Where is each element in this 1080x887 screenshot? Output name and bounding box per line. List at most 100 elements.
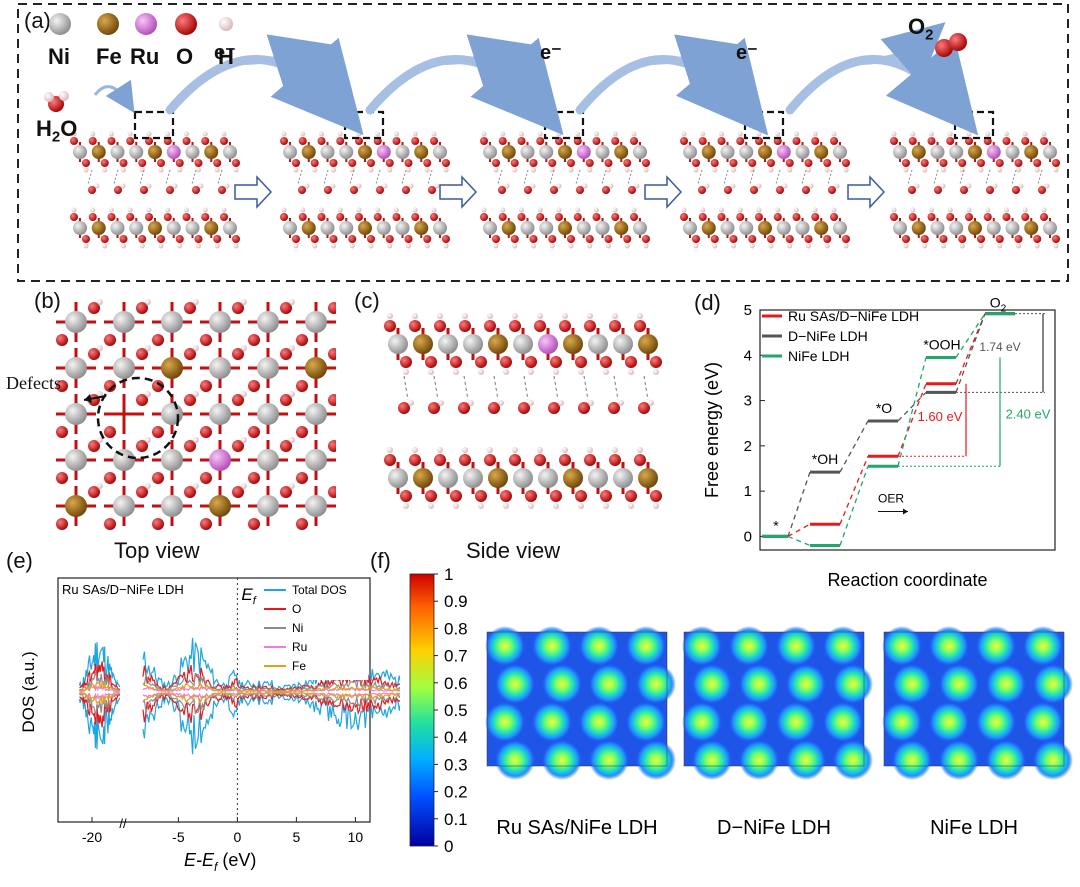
metal-atom (776, 145, 791, 159)
oxygen-atom (392, 213, 401, 221)
oxygen-atom (104, 472, 116, 484)
dos-title: Ru SAs/D−NiFe LDH (62, 582, 184, 597)
metal-atom (305, 403, 327, 425)
hydrogen-atom (910, 207, 916, 213)
oxygen-atom (773, 213, 782, 221)
hydrogen-atom (202, 207, 208, 213)
oxygen-atom (536, 213, 545, 221)
oxygen-atom (548, 235, 557, 243)
hydrogen-atom (794, 207, 799, 213)
bottom-layer (680, 207, 850, 249)
metal-atom (209, 495, 231, 517)
hydrogen-atom (300, 207, 306, 213)
elf-spot (579, 626, 619, 666)
oxygen-atom (336, 213, 345, 221)
h-bond (907, 169, 913, 185)
water-hydrogen (914, 183, 920, 189)
o2-label: O2 (908, 14, 934, 44)
elf-spot (729, 702, 769, 742)
oxygen-atom (792, 137, 801, 145)
hydrogen-atom (233, 167, 239, 173)
oxygen-atom (296, 518, 308, 530)
metal-atom (129, 221, 144, 235)
top-layer (890, 131, 1060, 173)
hydrogen-atom (903, 167, 909, 173)
h-bond (1011, 169, 1017, 185)
oxygen-atom (500, 490, 512, 502)
hydrogen-atom (1016, 167, 1021, 173)
water-hydrogen (94, 183, 100, 189)
oxygen-atom (232, 159, 240, 167)
oxygen-atom (575, 356, 587, 368)
hydrogen-atom (368, 243, 374, 249)
dos-curve-down-fe (79, 691, 400, 705)
metal-atom (209, 311, 231, 333)
hydrogen-atom (375, 131, 381, 137)
oxygen-atom (280, 394, 292, 406)
top-view-caption: Top view (114, 538, 200, 563)
bottom-layer (280, 207, 450, 249)
y-tick-label: 4 (744, 347, 752, 364)
hydrogen-atom (165, 131, 171, 137)
water-hydrogen (634, 183, 640, 189)
hydrogen-atom (90, 207, 96, 213)
oxygen-atom (509, 454, 521, 466)
metal-atom (776, 221, 791, 235)
h2o-label: H2O (36, 116, 78, 146)
hydrogen-atom (531, 243, 536, 249)
oxygen-atom (939, 159, 948, 167)
oxygen-atom (88, 137, 97, 145)
elf-spot (939, 740, 979, 780)
metal-atom (558, 221, 572, 235)
hydrogen-atom (177, 167, 183, 173)
hydrogen-atom (612, 313, 618, 319)
oxygen-atom (600, 490, 612, 502)
hydrogen-atom (562, 447, 568, 453)
hydrogen-atom (193, 391, 199, 397)
oxygen-atom (136, 486, 148, 498)
metal-atom (683, 145, 697, 159)
water-oxygen (428, 402, 440, 414)
hydrogen-atom (453, 503, 459, 509)
hydrogen-atom (891, 131, 897, 137)
hydrogen-atom (594, 207, 599, 213)
oxygen-atom (328, 486, 336, 498)
h-bond (549, 169, 555, 185)
hydrogen-atom (768, 243, 774, 249)
oxygen-atom (70, 213, 78, 221)
hydrogen-atom (412, 207, 418, 213)
oxygen-atom (442, 159, 450, 167)
h-bond (1037, 169, 1043, 185)
metal-atom (613, 468, 633, 488)
oxygen-atom (529, 159, 538, 167)
metal-atom (795, 145, 810, 159)
hydrogen-atom (412, 313, 418, 319)
hydrogen-atom (929, 207, 934, 213)
hydrogen-atom (241, 483, 247, 489)
x-tick-label: -20 (82, 829, 102, 845)
oxygen-atom (348, 235, 357, 243)
h-bond (191, 169, 197, 185)
oxygen-atom (804, 159, 813, 167)
h-bond (113, 169, 119, 185)
side-view-structure (384, 313, 662, 509)
metal-atom (65, 449, 87, 471)
colorbar-tick-label: 0.1 (444, 810, 468, 829)
hydrogen-atom (443, 243, 449, 249)
hydrogen-atom (387, 447, 393, 453)
hydrogen-atom (528, 503, 534, 509)
oxygen-atom (920, 235, 929, 243)
connector (839, 456, 869, 525)
oxygen-atom (1014, 235, 1023, 243)
oxygen-atom (729, 235, 738, 243)
metal-atom (613, 334, 633, 354)
hydrogen-atom (587, 447, 593, 453)
hydrogen-atom (412, 131, 418, 137)
oxygen-atom (630, 213, 638, 221)
electron-label-1: e⁻ (214, 42, 236, 64)
hydrogen-atom (289, 299, 295, 305)
release-arrow (862, 22, 946, 85)
metal-atom (113, 357, 135, 379)
hydrogen-atom (83, 167, 89, 173)
step-arrow (234, 175, 273, 209)
